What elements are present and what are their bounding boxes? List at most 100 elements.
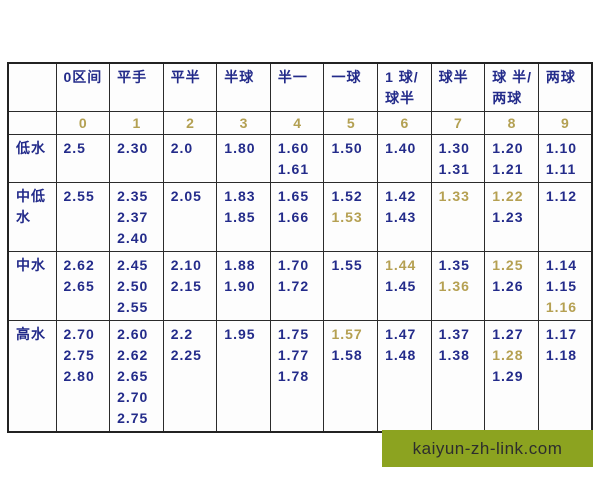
row-label: 低水	[7, 134, 57, 183]
odds-cell: 2.2 2.25	[162, 320, 218, 433]
odds-cell: 1.30 1.31	[430, 134, 486, 183]
odds-value: 1.35	[438, 257, 470, 273]
odds-value: 1.12	[545, 188, 578, 204]
odds-value: 1.37	[438, 326, 470, 342]
odds-value: 2.35	[117, 188, 149, 204]
odds-cell: 1.17 1.18	[537, 320, 593, 433]
table-row: 低水 2.5 2.30 2.0 1.80 1.60 1.61 1.50 1.40 1.30 1.31…	[7, 134, 593, 183]
odds-value: 1.30	[438, 140, 470, 156]
odds-value: 2.25	[170, 347, 202, 363]
odds-value: 1.65	[277, 188, 310, 204]
odds-cell: 2.10 2.15	[162, 251, 218, 321]
odds-value: 1.90	[224, 278, 256, 294]
watermark-text: kaiyun-zh-link.com	[412, 438, 563, 458]
odds-cell: 2.05	[162, 182, 218, 252]
odds-cell: 1.33	[430, 182, 486, 252]
odds-value: 1.21	[492, 161, 524, 177]
corner-cell	[7, 62, 57, 112]
odds-value: 2.40	[117, 230, 149, 246]
column-index: 6	[377, 111, 432, 135]
odds-value: 1.27	[492, 326, 524, 342]
odds-value: 1.48	[385, 347, 417, 363]
column-index: 0	[55, 111, 111, 135]
odds-cell: 1.35 1.36	[430, 251, 486, 321]
odds-value: 1.88	[224, 257, 256, 273]
odds-value: 1.60	[277, 140, 310, 156]
row-label: 中低水	[7, 182, 57, 252]
odds-cell: 1.75 1.77 1.78	[269, 320, 325, 433]
odds-value: 2.65	[63, 278, 95, 294]
odds-value: 2.70	[63, 326, 95, 342]
odds-value: 1.15	[545, 278, 578, 294]
row-label: 中水	[7, 251, 57, 321]
odds-value: 2.60	[117, 326, 149, 342]
odds-cell: 1.83 1.85	[216, 182, 271, 252]
column-header: 平半	[162, 62, 218, 112]
odds-value: 2.05	[170, 188, 202, 204]
column-index: 2	[162, 111, 218, 135]
odds-value-highlighted: 1.22	[492, 188, 524, 204]
odds-value: 2.62	[63, 257, 95, 273]
odds-value: 1.45	[385, 278, 417, 294]
column-index: 3	[216, 111, 271, 135]
odds-value-highlighted: 1.57	[331, 326, 363, 342]
odds-cell: 1.52 1.53	[323, 182, 379, 252]
column-header: 球 半/ 两球	[484, 62, 539, 112]
table-row: 高水 2.70 2.75 2.80 2.60 2.62 2.65 2.70 2.75 2.2 2.2…	[7, 320, 593, 433]
odds-cell: 2.55	[55, 182, 111, 252]
odds-value: 1.70	[277, 257, 310, 273]
odds-value: 1.18	[545, 347, 578, 363]
column-index: 8	[484, 111, 539, 135]
odds-value: 2.15	[170, 278, 202, 294]
table-row: 中低水 2.55 2.35 2.37 2.40 2.05 1.83 1.85 1.65 1.66 1…	[7, 182, 593, 252]
odds-cell: 2.30	[109, 134, 164, 183]
odds-value: 1.85	[224, 209, 256, 225]
odds-value: 1.77	[277, 347, 310, 363]
odds-value: 1.11	[545, 161, 577, 177]
odds-value: 2.5	[63, 140, 86, 156]
odds-cell: 2.5	[55, 134, 111, 183]
column-index: 1	[109, 111, 164, 135]
odds-value-highlighted: 1.53	[331, 209, 363, 225]
odds-value: 1.40	[385, 140, 417, 156]
odds-value: 1.43	[385, 209, 417, 225]
odds-value: 2.70	[117, 389, 149, 405]
column-header: 半球	[216, 62, 271, 112]
odds-value: 1.26	[492, 278, 524, 294]
column-index: 7	[430, 111, 486, 135]
odds-value: 2.37	[117, 209, 149, 225]
odds-value-highlighted: 1.16	[545, 299, 578, 315]
odds-cell: 2.0	[162, 134, 218, 183]
odds-value: 2.50	[117, 278, 149, 294]
odds-cell: 1.10 1.11	[537, 134, 593, 183]
odds-value: 2.10	[170, 257, 202, 273]
column-index: 5	[323, 111, 379, 135]
odds-value: 1.75	[277, 326, 310, 342]
odds-cell: 1.22 1.23	[484, 182, 539, 252]
table-row: 中水 2.62 2.65 2.45 2.50 2.55 2.10 2.15 1.88 1.90 1.…	[7, 251, 593, 321]
odds-value: 2.45	[117, 257, 149, 273]
row-label: 高水	[7, 320, 57, 433]
odds-cell: 1.80	[216, 134, 271, 183]
odds-value: 1.83	[224, 188, 256, 204]
column-header: 平手	[109, 62, 164, 112]
odds-cell: 1.42 1.43	[377, 182, 432, 252]
odds-value: 2.30	[117, 140, 149, 156]
odds-value: 2.75	[63, 347, 95, 363]
odds-cell: 1.50	[323, 134, 379, 183]
column-header: 球半	[430, 62, 486, 112]
odds-cell: 1.70 1.72	[269, 251, 325, 321]
odds-cell: 1.12	[537, 182, 593, 252]
odds-cell: 1.47 1.48	[377, 320, 432, 433]
odds-value: 2.80	[63, 368, 95, 384]
watermark-bar: kaiyun-zh-link.com	[382, 430, 593, 467]
odds-value: 1.14	[545, 257, 578, 273]
odds-value-highlighted: 1.28	[492, 347, 524, 363]
odds-cell: 1.88 1.90	[216, 251, 271, 321]
odds-value-highlighted: 1.25	[492, 257, 524, 273]
odds-value: 1.52	[331, 188, 363, 204]
odds-cell: 1.65 1.66	[269, 182, 325, 252]
odds-value: 1.10	[545, 140, 578, 156]
